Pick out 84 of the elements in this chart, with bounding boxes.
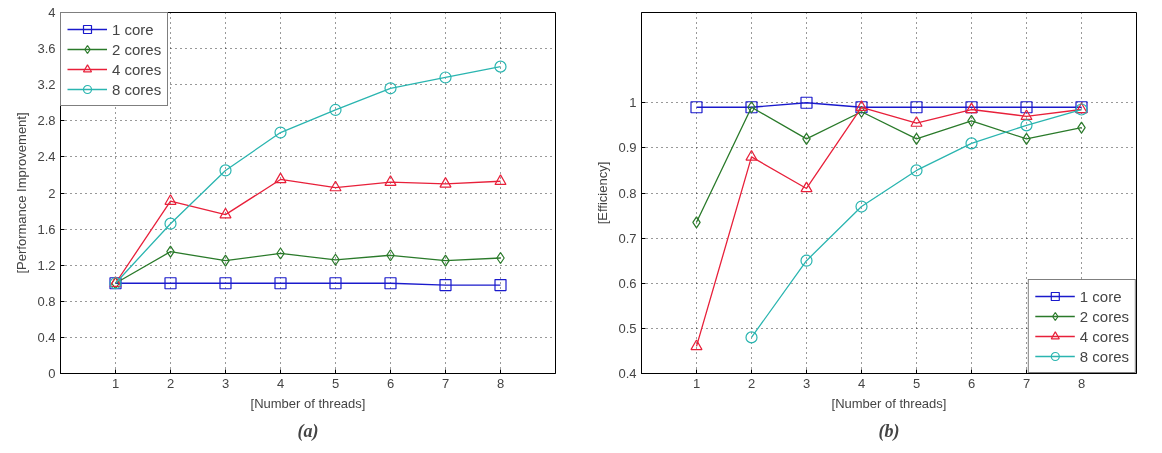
x-tick-label: 2	[166, 375, 175, 391]
point	[219, 207, 232, 219]
point	[745, 149, 758, 161]
x-tick-label: 3	[802, 375, 811, 391]
point	[494, 60, 507, 73]
point	[439, 278, 452, 292]
x-tick-label: 7	[441, 375, 450, 391]
point	[439, 177, 452, 188]
y-tick-label: 4	[48, 5, 56, 20]
x-tick-label: 1	[692, 375, 701, 391]
y-tick-label: 0.8	[37, 293, 56, 309]
legend-label: 1 core	[1079, 287, 1122, 305]
y-tick-label: 3.2	[37, 77, 56, 93]
y-axis-title: [Efficiency]	[595, 161, 611, 225]
point	[800, 181, 813, 193]
point	[910, 101, 923, 114]
text: (a)	[297, 420, 319, 442]
point	[690, 339, 703, 351]
x-tick-label: 6	[386, 375, 395, 391]
point	[384, 82, 397, 95]
x-tick-label: 1	[111, 375, 120, 391]
x-tick-label: 3	[221, 375, 230, 391]
x-axis-title: [Number of threads]	[250, 395, 366, 411]
y-tick-label: 0.4	[37, 329, 56, 345]
y-tick-label: 1.2	[37, 257, 56, 273]
point	[219, 277, 232, 290]
point	[274, 126, 287, 139]
legend-label: 4 cores	[112, 60, 162, 78]
x-tick-label: 6	[967, 375, 976, 391]
point	[384, 277, 397, 290]
y-tick-label: 1	[629, 95, 637, 111]
y-tick-label: 0.4	[618, 366, 637, 381]
x-tick-label: 5	[331, 375, 340, 391]
x-tick-label: 4	[276, 375, 285, 391]
legend-label: 2 cores	[1079, 307, 1129, 325]
y-tick-label: 0.7	[618, 230, 637, 246]
point	[910, 116, 923, 127]
text: (b)	[878, 420, 900, 442]
point	[329, 103, 342, 117]
y-tick-label: 3.6	[37, 41, 56, 57]
point	[800, 96, 813, 109]
legend-label: 8 cores	[112, 80, 162, 98]
legend-label: 8 cores	[1079, 347, 1129, 365]
point	[965, 137, 978, 150]
x-tick-label: 2	[747, 375, 756, 391]
point	[274, 277, 287, 290]
point	[855, 200, 868, 213]
point	[745, 331, 758, 344]
point	[1020, 109, 1033, 121]
point	[690, 101, 703, 114]
point	[1020, 101, 1033, 114]
point	[219, 164, 232, 177]
x-tick-label: 7	[1022, 375, 1031, 391]
y-tick-label: 0.9	[618, 140, 637, 156]
y-axis-title: [Performance Improvement]	[14, 112, 30, 274]
point	[164, 217, 177, 230]
point	[384, 175, 397, 186]
x-tick-label: 5	[912, 375, 921, 391]
y-tick-label: 0.8	[618, 185, 637, 201]
legend-label: 2 cores	[112, 40, 162, 58]
point	[494, 174, 507, 186]
y-tick-label: 2	[48, 185, 56, 201]
y-tick-label: 2.8	[37, 113, 56, 129]
x-axis-title: [Number of threads]	[831, 395, 947, 411]
point	[164, 277, 177, 290]
y-tick-label: 1.6	[37, 221, 56, 237]
point	[494, 278, 507, 292]
point	[910, 164, 923, 177]
point	[164, 194, 177, 205]
y-tick-label: 0.6	[618, 275, 637, 291]
x-tick-label: 8	[1077, 375, 1086, 391]
y-tick-label: 0	[48, 366, 56, 381]
legend-label: 4 cores	[1079, 327, 1129, 345]
x-tick-label: 8	[496, 375, 505, 391]
point	[439, 71, 452, 84]
y-tick-label: 0.5	[618, 320, 637, 336]
point	[800, 254, 813, 267]
legend-label: 1 core	[112, 20, 154, 38]
point	[1020, 119, 1033, 132]
point	[329, 277, 342, 290]
point	[329, 180, 342, 192]
y-tick-label: 2.4	[37, 149, 56, 165]
x-tick-label: 4	[857, 375, 866, 391]
point	[274, 172, 287, 184]
